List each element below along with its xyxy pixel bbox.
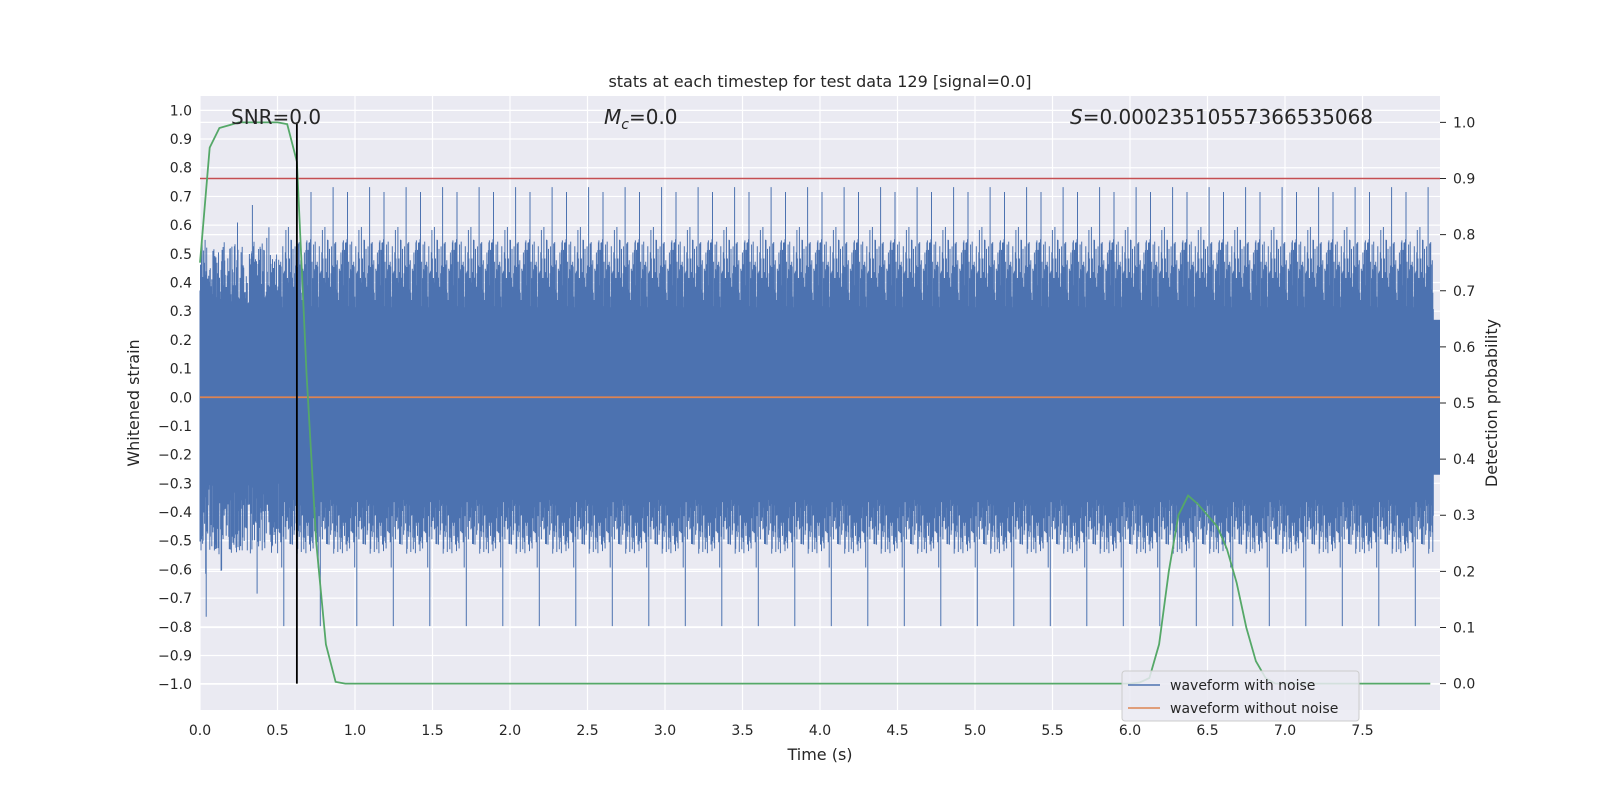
y2-tick-label: 0.9 — [1453, 172, 1475, 188]
y-tick-label: −0.1 — [158, 419, 192, 435]
y-tick-label: −0.8 — [158, 620, 192, 636]
ticks: 0.0 0.5 1.0 1.5 2.0 2.5 3.0 3.5 4.0 4.5 5.0 5.5 6.0 6… — [158, 103, 1475, 739]
x-tick-label: 5.0 — [964, 723, 986, 739]
x-axis-label: Time (s) — [786, 745, 852, 764]
y2-tick-label: 0.7 — [1453, 284, 1475, 300]
x-tick-label: 3.5 — [731, 723, 753, 739]
chirp-mass-annotation: Mc=0.0 — [604, 105, 678, 133]
snr-annotation: SNR=0.0 — [231, 105, 321, 129]
x-tick-label: 2.0 — [499, 723, 521, 739]
y-tick-label: −0.6 — [158, 562, 192, 578]
chirp-mass-value: =0.0 — [629, 105, 678, 129]
y-tick-label: 0.4 — [170, 275, 192, 291]
legend-box — [1121, 670, 1360, 722]
y-tick-label: 1.0 — [170, 103, 192, 119]
x-tick-label: 4.5 — [886, 723, 908, 739]
y-tick-label: −1.0 — [158, 677, 192, 693]
x-tick-label: 4.0 — [809, 723, 831, 739]
detection-probability-line — [199, 121, 1431, 685]
y-tick-label: 0.7 — [170, 189, 192, 205]
y2-tick-label: 0.3 — [1453, 508, 1475, 524]
y-tick-label: 0.9 — [170, 132, 192, 148]
x-tick-label: 0.5 — [266, 723, 288, 739]
y2-tick-label: 0.6 — [1453, 340, 1475, 356]
y2-tick-label: 0.2 — [1453, 564, 1475, 580]
y-tick-label: 0.1 — [170, 362, 192, 378]
y2-tick-label: 1.0 — [1453, 115, 1475, 131]
x-tick-label: 7.0 — [1274, 723, 1296, 739]
y2-tick-label: 0.1 — [1453, 620, 1475, 636]
x-tick-label: 6.0 — [1119, 723, 1141, 739]
legend-label-noise: waveform with noise — [1170, 678, 1315, 694]
y-tick-label: −0.7 — [158, 591, 192, 607]
x-tick-label: 7.5 — [1351, 723, 1373, 739]
y-tick-label: 0.5 — [170, 247, 192, 263]
series-lines — [199, 121, 1440, 685]
y-tick-label: −0.2 — [158, 448, 192, 464]
x-tick-label: 0.0 — [189, 723, 211, 739]
statistic-value: =0.0002351055736653506​8 — [1083, 105, 1373, 129]
x-tick-label: 1.5 — [421, 723, 443, 739]
y2-tick-label: 0.8 — [1453, 228, 1475, 244]
x-tick-label: 2.5 — [576, 723, 598, 739]
y-tick-label: −0.9 — [158, 648, 192, 664]
y-tick-label: −0.5 — [158, 534, 192, 550]
y2-tick-label: 0.5 — [1453, 396, 1475, 412]
y2-axis-label: Detection probability — [1482, 319, 1501, 487]
y-axis-label: Whitened strain — [124, 339, 143, 466]
chirp-mass-subscript: c — [621, 117, 629, 133]
x-tick-label: 3.0 — [654, 723, 676, 739]
y-tick-label: 0.0 — [170, 390, 192, 406]
x-tick-label: 5.5 — [1041, 723, 1063, 739]
statistic-annotation: S=0.0002351055736653506​8 — [1070, 105, 1373, 129]
legend-label-clean: waveform without noise — [1170, 701, 1338, 717]
chirp-mass-symbol: M — [604, 105, 621, 129]
y2-tick-label: 0.4 — [1453, 452, 1475, 468]
y-tick-label: 0.6 — [170, 218, 192, 234]
y-tick-label: 0.3 — [170, 304, 192, 320]
legend: waveform with noise waveform without noi… — [1121, 670, 1360, 722]
x-tick-label: 1.0 — [344, 723, 366, 739]
y-tick-label: −0.4 — [158, 505, 192, 521]
y2-tick-label: 0.0 — [1453, 677, 1475, 693]
chart-title: stats at each timestep for test data 129… — [608, 72, 1031, 91]
statistic-symbol: S — [1070, 105, 1083, 129]
y-tick-label: −0.3 — [158, 476, 192, 492]
y-tick-label: 0.8 — [170, 161, 192, 177]
x-tick-label: 6.5 — [1196, 723, 1218, 739]
y-tick-label: 0.2 — [170, 333, 192, 349]
